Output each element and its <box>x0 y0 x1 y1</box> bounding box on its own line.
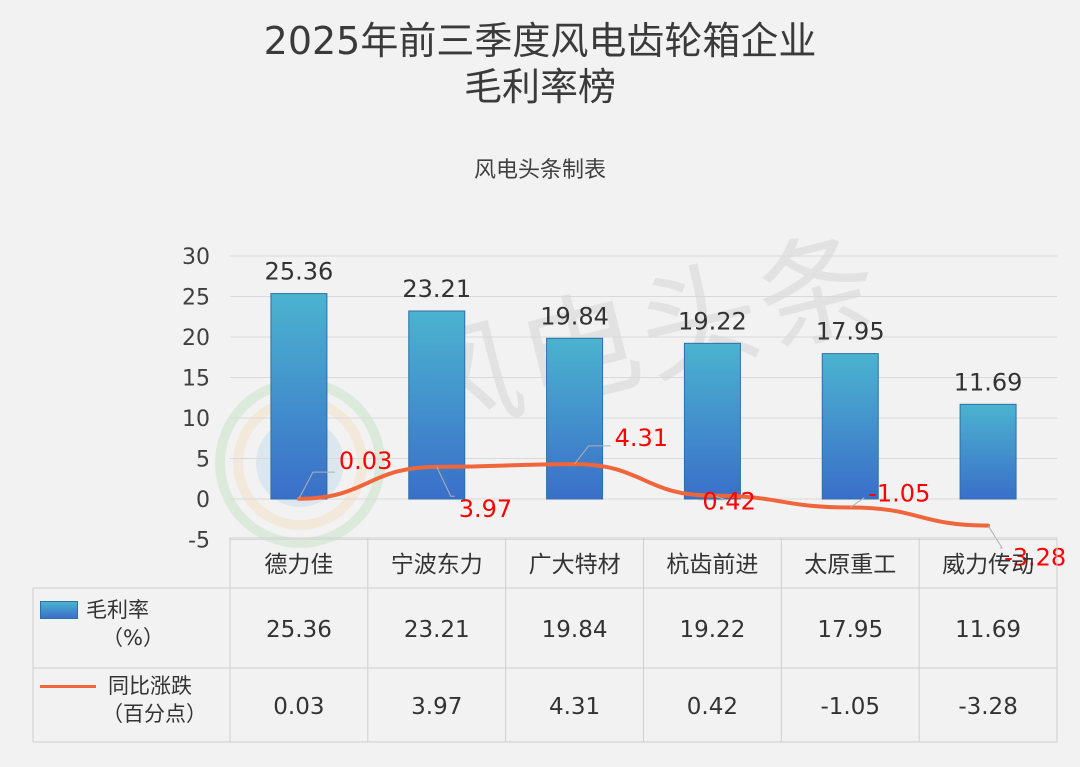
table-cell: 19.84 <box>542 617 608 643</box>
bar-data-label: 19.22 <box>678 307 747 335</box>
bar-data-label: 17.95 <box>816 318 885 346</box>
line-data-label: -3.28 <box>1004 544 1066 572</box>
y-tick-label: -5 <box>188 529 210 554</box>
legend-bar: 毛利率 （%） <box>40 596 225 652</box>
table-cell: 23.21 <box>404 617 470 643</box>
table-cell: 11.69 <box>955 617 1021 643</box>
line-data-label: 3.97 <box>459 495 512 523</box>
line-data-label: 0.42 <box>702 488 755 516</box>
y-tick-label: 30 <box>182 245 210 270</box>
y-tick-label: 5 <box>196 448 210 473</box>
bar-data-label: 11.69 <box>954 368 1023 396</box>
legend-line: 同比涨跌 （百分点） <box>40 672 225 728</box>
y-tick-label: 0 <box>196 488 210 513</box>
line-data-label: 0.03 <box>339 447 392 475</box>
x-category-label: 威力传动 <box>942 552 1034 578</box>
bar <box>683 342 741 500</box>
line-data-label: -1.05 <box>868 480 930 508</box>
bar <box>408 310 466 500</box>
bar-data-label: 25.36 <box>265 258 334 286</box>
table-cell: 0.42 <box>687 694 738 720</box>
chart-subtitle: 风电头条制表 <box>473 158 606 183</box>
legend-bar-swatch <box>40 601 78 619</box>
legend-line-label-1: 同比涨跌 <box>108 674 192 698</box>
table-cell: 0.03 <box>273 694 324 720</box>
x-category-label: 德力佳 <box>264 552 333 578</box>
x-category-label: 太原重工 <box>804 552 896 578</box>
legend-bar-label-1: 毛利率 <box>86 598 149 622</box>
table-cell: -3.28 <box>958 694 1018 720</box>
title-line-2: 毛利率榜 <box>463 65 616 109</box>
bar-data-label: 19.84 <box>540 302 609 330</box>
title-line-1: 2025年前三季度风电齿轮箱企业 <box>263 19 817 63</box>
x-category-label: 杭齿前进 <box>666 552 758 578</box>
table-cell: -1.05 <box>820 694 880 720</box>
series-line <box>296 462 991 528</box>
y-tick-label: 25 <box>182 286 210 311</box>
leader-line <box>436 466 455 497</box>
table-cell: 4.31 <box>549 694 600 720</box>
table-cell: 17.95 <box>817 617 883 643</box>
legend-bar-label-2: （%） <box>102 626 164 650</box>
y-tick-label: 20 <box>182 326 210 351</box>
legend-line-swatch <box>40 684 96 688</box>
x-category-label: 宁波东力 <box>391 552 483 578</box>
line-data-label: 4.31 <box>615 424 668 452</box>
leader-line <box>698 495 727 501</box>
bar <box>546 337 604 500</box>
bar <box>959 403 1017 500</box>
leader-line <box>298 471 335 499</box>
leader-line <box>849 497 865 508</box>
x-category-label: 广大特材 <box>529 552 621 578</box>
bar <box>270 293 328 500</box>
legend-line-label-2: （百分点） <box>102 702 207 726</box>
table-cell: 25.36 <box>266 617 332 643</box>
bar-data-label: 23.21 <box>402 275 471 303</box>
y-tick-label: 10 <box>182 407 210 432</box>
bar <box>821 353 879 500</box>
leader-line <box>574 445 611 465</box>
table-cell: 3.97 <box>411 694 462 720</box>
table-cell: 19.22 <box>679 617 745 643</box>
y-tick-label: 15 <box>182 367 210 392</box>
leader-line <box>987 525 1003 549</box>
chart-title: 2025年前三季度风电齿轮箱企业 毛利率榜 <box>0 18 1080 110</box>
